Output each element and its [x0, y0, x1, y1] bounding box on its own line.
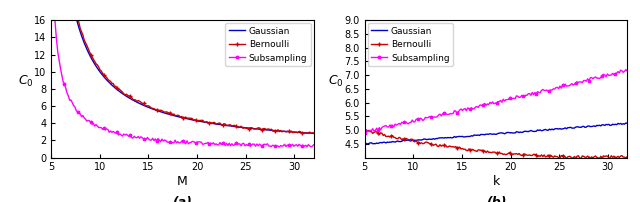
Subsampling: [601, 74, 609, 76]
Gaussian: [364, 143, 371, 145]
Bernoulli: [432, 143, 440, 145]
Line: Gaussian: Gaussian: [365, 123, 627, 144]
Bernoulli: [613, 156, 621, 159]
Subsampling: [310, 144, 317, 146]
Bernoulli: [586, 157, 594, 160]
Gaussian: [611, 123, 619, 125]
Line: Subsampling: Subsampling: [363, 68, 629, 135]
Bernoulli: [96, 68, 104, 71]
Gaussian: [287, 131, 295, 133]
Subsampling: [377, 129, 385, 131]
Bernoulli: [296, 130, 304, 133]
Line: Bernoulli: Bernoulli: [363, 129, 629, 160]
Bernoulli: [117, 90, 125, 92]
Gaussian: [432, 137, 440, 140]
Subsampling: [622, 68, 630, 71]
Subsampling: [361, 132, 369, 134]
Bernoulli: [411, 141, 419, 143]
Gaussian: [622, 122, 630, 124]
Bernoulli: [604, 155, 611, 157]
Subsampling: [96, 126, 104, 129]
Gaussian: [310, 132, 317, 135]
Line: Gaussian: Gaussian: [51, 0, 314, 133]
Bernoulli: [287, 130, 295, 132]
Gaussian: [373, 142, 381, 144]
Gaussian: [411, 139, 419, 142]
Gaussian: [96, 71, 104, 73]
Legend: Gaussian, Bernoulli, Subsampling: Gaussian, Bernoulli, Subsampling: [367, 23, 453, 66]
Subsampling: [275, 146, 283, 148]
X-axis label: M: M: [177, 175, 188, 188]
Legend: Gaussian, Bernoulli, Subsampling: Gaussian, Bernoulli, Subsampling: [225, 23, 311, 66]
Y-axis label: $C_0$: $C_0$: [18, 74, 33, 89]
Subsampling: [371, 129, 379, 132]
Subsampling: [58, 73, 65, 76]
Gaussian: [623, 122, 631, 125]
Subsampling: [610, 73, 618, 76]
Subsampling: [623, 70, 631, 72]
Subsampling: [117, 134, 125, 136]
Bernoulli: [361, 130, 369, 132]
Line: Bernoulli: Bernoulli: [49, 0, 316, 135]
Gaussian: [602, 123, 610, 126]
Gaussian: [378, 142, 386, 144]
Y-axis label: $C_0$: $C_0$: [328, 74, 344, 89]
Line: Subsampling: Subsampling: [49, 0, 316, 149]
Subsampling: [63, 92, 71, 94]
Subsampling: [298, 145, 305, 147]
Bernoulli: [365, 129, 372, 132]
X-axis label: k: k: [492, 175, 500, 188]
Gaussian: [361, 143, 369, 145]
Subsampling: [431, 116, 438, 118]
Subsampling: [410, 121, 417, 123]
Bernoulli: [623, 156, 631, 158]
Subsampling: [289, 143, 296, 145]
Text: (a): (a): [172, 196, 193, 202]
Gaussian: [117, 91, 125, 94]
Text: (b): (b): [486, 196, 506, 202]
Bernoulli: [378, 132, 386, 135]
Bernoulli: [307, 132, 315, 135]
Bernoulli: [373, 131, 381, 133]
Gaussian: [296, 131, 304, 134]
Bernoulli: [310, 132, 317, 134]
